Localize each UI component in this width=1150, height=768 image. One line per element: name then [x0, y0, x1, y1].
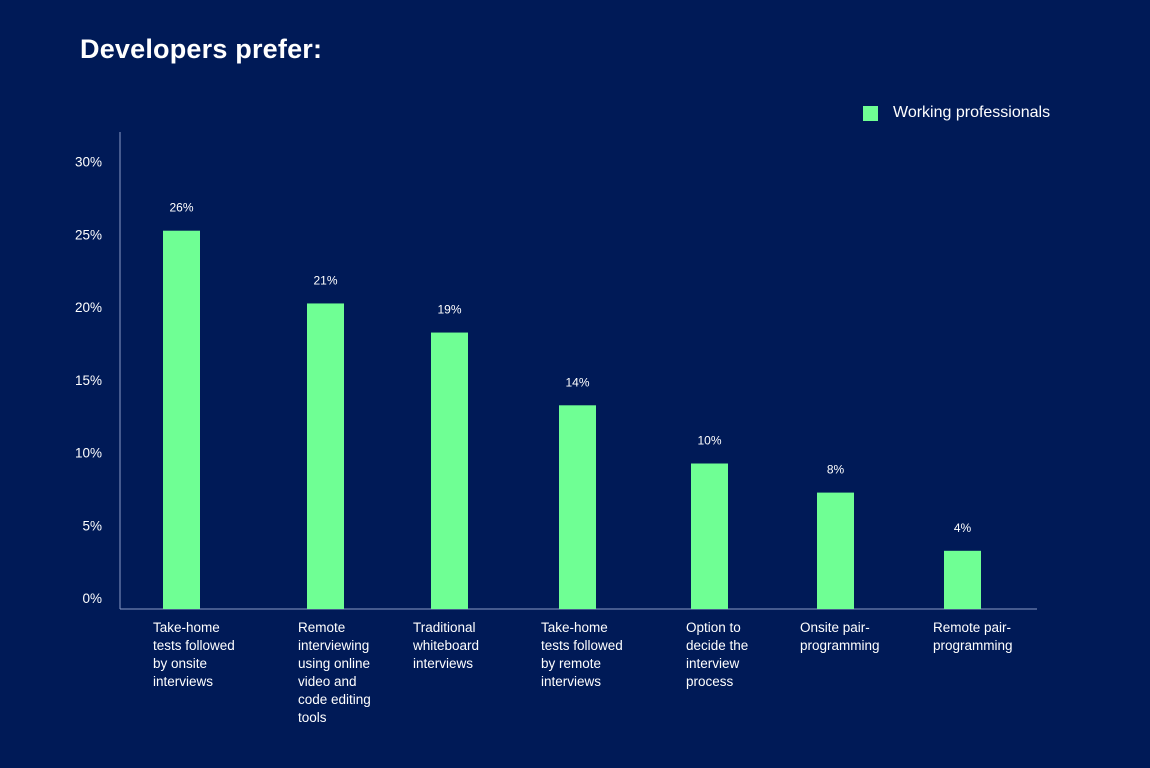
legend-label: Working professionals — [893, 104, 1051, 121]
data-label: 19% — [437, 303, 461, 317]
x-tick-label: Take-home tests followed by onsite intervie… — [153, 619, 235, 691]
x-tick-label-line: whiteboard — [413, 638, 480, 653]
x-tick-label-line: process — [686, 674, 734, 689]
data-label: 14% — [565, 375, 589, 389]
bar — [559, 405, 596, 609]
x-tick-label-line: Traditional — [413, 620, 476, 635]
bar — [944, 550, 981, 609]
x-tick-label: Remote pair-programming — [933, 619, 1013, 655]
x-tick-label-line: interviews — [153, 674, 214, 689]
y-tick-label: 0% — [82, 591, 102, 606]
x-tick-label-line: decide the — [686, 638, 749, 653]
x-tick-label-line: Remote pair- — [933, 620, 1012, 635]
x-tick-label-line: programming — [800, 638, 880, 653]
legend-swatch — [863, 105, 878, 121]
bar — [817, 492, 854, 609]
x-tick-label: Onsite pair-programming — [800, 619, 880, 655]
x-tick-label-line: Take-home — [541, 620, 608, 635]
x-tick-label: Take-home tests followed by remote intervie… — [541, 619, 623, 691]
x-tick-label-line: by onsite — [153, 656, 208, 671]
x-tick-label-line: tests followed — [153, 638, 235, 653]
x-tick-label: Traditional whiteboard interviews — [413, 619, 479, 673]
x-tick-label-line: programming — [933, 638, 1013, 653]
y-tick-label: 10% — [75, 446, 102, 461]
x-tick-label-line: Onsite pair- — [800, 620, 870, 635]
data-label: 10% — [697, 434, 721, 448]
x-tick-label-line: Option to — [686, 620, 741, 635]
data-label: 8% — [827, 463, 845, 477]
legend: Working professionals — [863, 104, 1050, 122]
y-tick-label: 25% — [75, 227, 102, 242]
bar — [691, 463, 728, 609]
x-tick-label-line: tests followed — [541, 638, 623, 653]
y-tick-label: 20% — [75, 300, 102, 315]
x-tick-label-line: interviews — [413, 656, 474, 671]
bar — [431, 332, 468, 609]
x-tick-label-line: using online — [298, 656, 371, 671]
data-label: 21% — [313, 273, 337, 287]
x-tick-label: Option to decide the interview process — [686, 619, 748, 691]
x-tick-label-line: interview — [686, 656, 740, 671]
x-tick-label-line: by remote — [541, 656, 602, 671]
x-tick-label-line: Remote — [298, 620, 346, 635]
x-tick-label-line: tools — [298, 710, 327, 725]
data-label: 26% — [169, 201, 193, 215]
x-tick-label: Remote interviewing using online video and c… — [298, 619, 371, 727]
bar — [307, 303, 344, 609]
x-tick-label-line: Take-home — [153, 620, 220, 635]
y-tick-label: 15% — [75, 373, 102, 388]
bar — [163, 230, 200, 609]
y-tick-label: 30% — [75, 155, 102, 170]
x-tick-label-line: interviewing — [298, 638, 370, 653]
chart-title: Developers prefer: — [80, 34, 323, 64]
y-tick-label: 5% — [82, 518, 102, 533]
data-label: 4% — [954, 521, 972, 535]
x-tick-label-line: code editing — [298, 692, 371, 707]
x-tick-label-line: video and — [298, 674, 357, 689]
x-tick-label-line: interviews — [541, 674, 602, 689]
